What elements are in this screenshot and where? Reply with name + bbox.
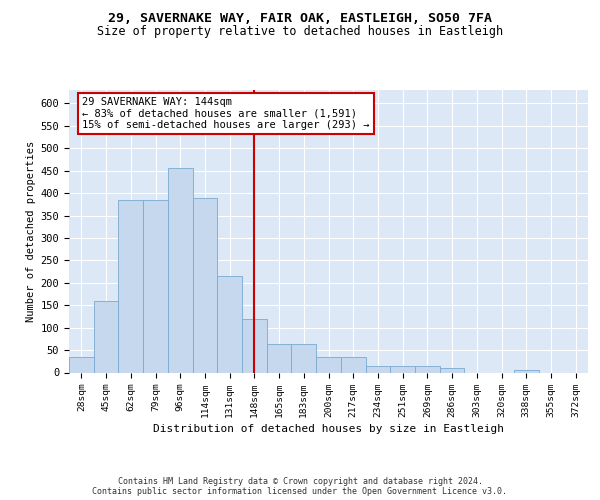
X-axis label: Distribution of detached houses by size in Eastleigh: Distribution of detached houses by size … [153,424,504,434]
Bar [341,357,365,372]
Bar [143,200,168,372]
Text: Contains public sector information licensed under the Open Government Licence v3: Contains public sector information licen… [92,487,508,496]
Bar [390,366,415,372]
Text: Size of property relative to detached houses in Eastleigh: Size of property relative to detached ho… [97,25,503,38]
Bar [168,168,193,372]
Text: Contains HM Land Registry data © Crown copyright and database right 2024.: Contains HM Land Registry data © Crown c… [118,477,482,486]
Bar [514,370,539,372]
Y-axis label: Number of detached properties: Number of detached properties [26,140,37,322]
Bar [440,368,464,372]
Bar [242,318,267,372]
Bar [118,200,143,372]
Bar [316,357,341,372]
Bar [415,366,440,372]
Bar [292,344,316,372]
Bar [69,357,94,372]
Bar [365,366,390,372]
Text: 29 SAVERNAKE WAY: 144sqm
← 83% of detached houses are smaller (1,591)
15% of sem: 29 SAVERNAKE WAY: 144sqm ← 83% of detach… [82,97,370,130]
Bar [217,276,242,372]
Bar [267,344,292,372]
Bar [193,198,217,372]
Bar [94,301,118,372]
Text: 29, SAVERNAKE WAY, FAIR OAK, EASTLEIGH, SO50 7FA: 29, SAVERNAKE WAY, FAIR OAK, EASTLEIGH, … [108,12,492,26]
